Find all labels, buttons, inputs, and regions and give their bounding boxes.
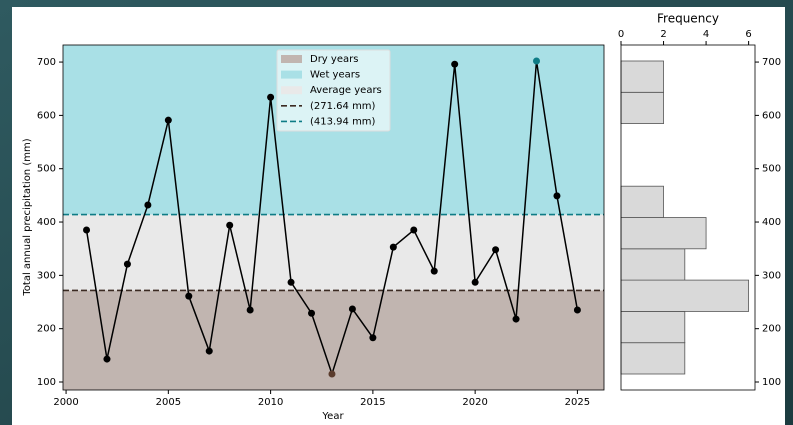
data-point xyxy=(512,315,520,323)
y-tick-label: 500 xyxy=(37,164,56,175)
data-point xyxy=(451,60,459,68)
y-tick-label: 400 xyxy=(37,217,56,228)
y-tick-label: 600 xyxy=(762,110,781,121)
plot-frame xyxy=(62,44,605,391)
y-tick-label: 600 xyxy=(37,110,56,121)
plot-frame xyxy=(620,44,756,391)
legend-label: (413.94 mm) xyxy=(310,116,376,127)
y-tick-label: 400 xyxy=(762,217,781,228)
data-point xyxy=(103,355,111,363)
x-tick-label: 2020 xyxy=(462,397,487,408)
y-tick-label: 200 xyxy=(762,324,781,335)
band xyxy=(63,214,604,291)
legend-swatch xyxy=(281,55,302,63)
x-axis-label: Year xyxy=(321,411,344,422)
legend-label: Average years xyxy=(310,85,382,96)
data-point xyxy=(389,243,397,251)
legend-swatch xyxy=(281,70,302,79)
y-tick-label: 200 xyxy=(37,324,56,335)
y-tick-label: 300 xyxy=(762,270,781,281)
data-point xyxy=(123,260,131,268)
y-tick-label: 300 xyxy=(37,270,56,281)
legend-box xyxy=(276,49,391,132)
data-point xyxy=(144,201,152,209)
data-point xyxy=(205,347,213,355)
hist-bar xyxy=(620,91,664,124)
data-point xyxy=(471,278,479,286)
y-tick-label: 100 xyxy=(762,377,781,388)
hist-bar xyxy=(620,217,707,250)
y-axis-label: Total annual precipitation (mm) xyxy=(22,138,33,296)
data-point xyxy=(287,278,295,286)
hist-bar xyxy=(620,342,686,375)
y-tick-label: 700 xyxy=(762,57,781,68)
hist-bar xyxy=(620,311,686,344)
legend-label: Dry years xyxy=(310,54,358,65)
x-tick-label: 0 xyxy=(618,29,624,40)
data-point xyxy=(492,246,500,254)
legend-label: (271.64 mm) xyxy=(310,101,376,112)
x-tick-label: 2 xyxy=(660,29,666,40)
data-point xyxy=(369,334,377,342)
data-point xyxy=(348,305,356,313)
hist-bar xyxy=(620,60,664,93)
y-tick-label: 100 xyxy=(37,377,56,388)
x-tick-label: 2005 xyxy=(156,397,181,408)
data-point xyxy=(573,306,581,314)
x-tick-label: 6 xyxy=(745,29,751,40)
data-point xyxy=(430,267,438,275)
data-point xyxy=(246,306,254,314)
x-tick-label: 4 xyxy=(703,29,709,40)
data-point xyxy=(308,309,316,317)
x-tick-label: 2025 xyxy=(565,397,590,408)
data-point xyxy=(553,192,561,200)
x-tick-label: 2000 xyxy=(53,397,78,408)
hist-x-label: Frequency xyxy=(657,12,719,26)
y-tick-label: 500 xyxy=(762,164,781,175)
y-tick-label: 700 xyxy=(37,57,56,68)
data-point xyxy=(267,93,275,101)
data-point xyxy=(185,292,193,300)
legend-label: Wet years xyxy=(310,70,360,81)
x-tick-label: 2010 xyxy=(258,397,283,408)
data-point xyxy=(533,57,541,65)
data-point xyxy=(226,221,234,229)
hist-bar xyxy=(620,185,664,218)
hist-bar xyxy=(620,248,686,281)
data-point xyxy=(410,226,418,234)
x-tick-label: 2015 xyxy=(360,397,385,408)
data-point xyxy=(328,370,336,378)
data-point xyxy=(83,226,91,234)
legend-swatch xyxy=(281,86,302,95)
data-point xyxy=(164,116,172,124)
hist-bar xyxy=(620,279,750,312)
